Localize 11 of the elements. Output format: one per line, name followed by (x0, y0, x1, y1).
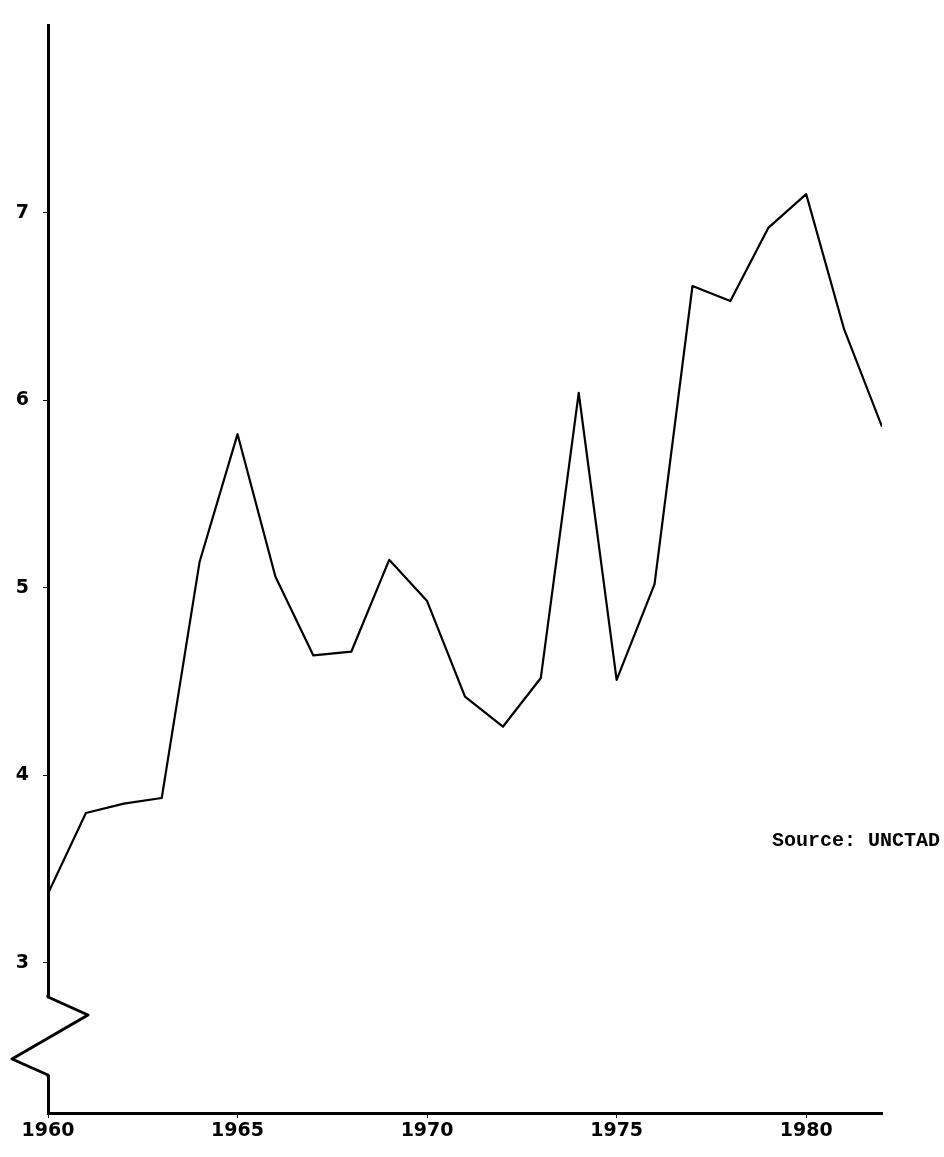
y-tick-label: 7 (15, 199, 29, 222)
x-tick-label: 1960 (21, 1118, 75, 1141)
y-tick-label: 5 (15, 574, 29, 597)
x-tick-label: 1975 (590, 1118, 644, 1141)
x-tick-label: 1980 (779, 1118, 833, 1141)
annotation: Source: UNCTAD (771, 829, 940, 853)
x-tick-label: 1970 (400, 1118, 454, 1141)
y-tick-label: 4 (15, 762, 29, 785)
y-tick-label: 6 (15, 387, 29, 410)
y-tick-label: 3 (15, 949, 29, 972)
x-tick-label: 1965 (211, 1118, 264, 1141)
